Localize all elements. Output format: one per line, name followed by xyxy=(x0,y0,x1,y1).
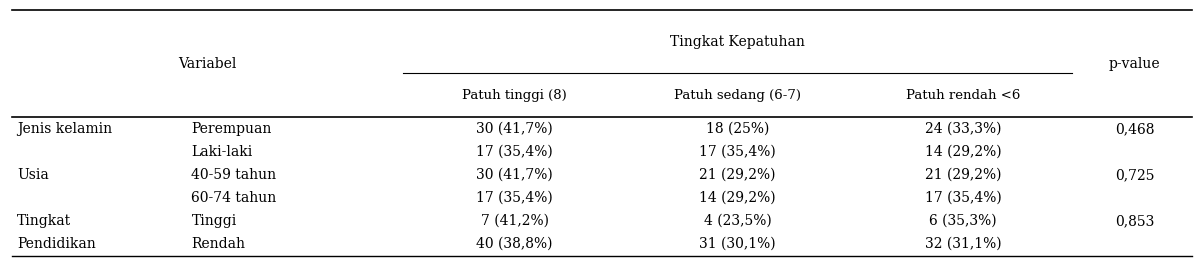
Text: 40 (38,8%): 40 (38,8%) xyxy=(477,237,553,251)
Text: 0,468: 0,468 xyxy=(1115,122,1155,136)
Text: 17 (35,4%): 17 (35,4%) xyxy=(477,145,553,159)
Text: 32 (31,1%): 32 (31,1%) xyxy=(925,237,1002,251)
Text: 0,853: 0,853 xyxy=(1115,214,1155,228)
Text: 17 (35,4%): 17 (35,4%) xyxy=(925,191,1002,205)
Text: 21 (29,2%): 21 (29,2%) xyxy=(925,168,1002,182)
Text: Usia: Usia xyxy=(17,168,48,182)
Text: Tingkat Kepatuhan: Tingkat Kepatuhan xyxy=(669,35,805,49)
Text: 60-74 tahun: 60-74 tahun xyxy=(191,191,277,205)
Text: 14 (29,2%): 14 (29,2%) xyxy=(700,191,775,205)
Text: Patuh rendah <6: Patuh rendah <6 xyxy=(907,89,1020,102)
Text: Variabel: Variabel xyxy=(178,57,237,71)
Text: Rendah: Rendah xyxy=(191,237,246,251)
Text: p-value: p-value xyxy=(1109,57,1161,71)
Text: 4 (23,5%): 4 (23,5%) xyxy=(703,214,772,228)
Text: 7 (41,2%): 7 (41,2%) xyxy=(480,214,549,228)
Text: 0,725: 0,725 xyxy=(1115,168,1155,182)
Text: Tinggi: Tinggi xyxy=(191,214,237,228)
Text: Patuh sedang (6-7): Patuh sedang (6-7) xyxy=(674,89,801,102)
Text: 30 (41,7%): 30 (41,7%) xyxy=(477,168,553,182)
Text: Pendidikan: Pendidikan xyxy=(17,237,95,251)
Text: Patuh tinggi (8): Patuh tinggi (8) xyxy=(462,89,567,102)
Text: 40-59 tahun: 40-59 tahun xyxy=(191,168,277,182)
Text: Jenis kelamin: Jenis kelamin xyxy=(17,122,112,136)
Text: Laki-laki: Laki-laki xyxy=(191,145,253,159)
Text: Tingkat: Tingkat xyxy=(17,214,71,228)
Text: 17 (35,4%): 17 (35,4%) xyxy=(477,191,553,205)
Text: 21 (29,2%): 21 (29,2%) xyxy=(700,168,775,182)
Text: 31 (30,1%): 31 (30,1%) xyxy=(700,237,775,251)
Text: 24 (33,3%): 24 (33,3%) xyxy=(925,122,1002,136)
Text: 6 (35,3%): 6 (35,3%) xyxy=(929,214,997,228)
Text: 14 (29,2%): 14 (29,2%) xyxy=(925,145,1002,159)
Text: 17 (35,4%): 17 (35,4%) xyxy=(700,145,775,159)
Text: 18 (25%): 18 (25%) xyxy=(706,122,769,136)
Text: Perempuan: Perempuan xyxy=(191,122,272,136)
Text: 30 (41,7%): 30 (41,7%) xyxy=(477,122,553,136)
